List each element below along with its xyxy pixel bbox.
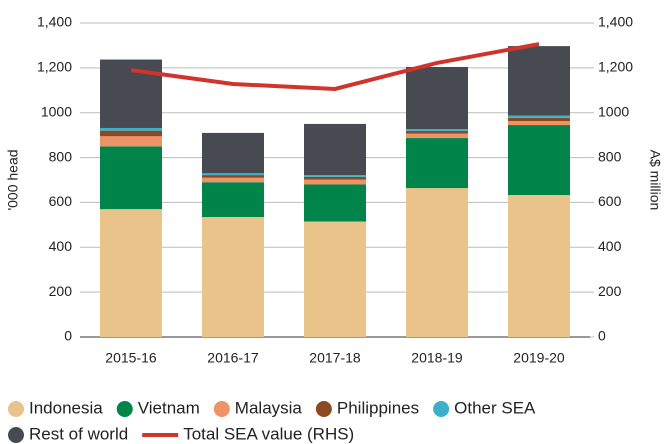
bar-segment	[508, 121, 570, 126]
legend-label: Other SEA	[454, 398, 536, 417]
x-tick-label: 2017-18	[309, 350, 361, 366]
bar-segment	[100, 146, 162, 210]
bar-segment	[508, 115, 570, 118]
y-tick-label: 1,400	[37, 14, 72, 30]
legend-swatch	[116, 401, 133, 417]
bar-segment	[202, 175, 264, 178]
bar-segment	[406, 138, 468, 189]
legend-label: Total SEA value (RHS)	[183, 424, 354, 443]
legend-swatch	[315, 401, 332, 417]
legend-swatch	[433, 401, 450, 417]
legend-label: Indonesia	[29, 398, 103, 417]
y2-tick-label: 400	[598, 238, 622, 254]
bar-segment	[100, 127, 162, 131]
legend-label: Rest of world	[29, 424, 128, 443]
bar-segment	[304, 221, 366, 337]
y-tick-label: 200	[49, 283, 73, 299]
bar-segment	[304, 123, 366, 176]
y2-tick-label: 1000	[598, 103, 629, 119]
y-tick-label: 600	[49, 193, 73, 209]
bar-segment	[508, 195, 570, 337]
bar-segment	[202, 177, 264, 183]
y2-tick-label: 200	[598, 283, 622, 299]
bar-segment	[202, 217, 264, 337]
legend-swatch	[8, 401, 24, 417]
bar-segment	[202, 173, 264, 176]
bar-segment	[202, 182, 264, 218]
x-tick-label: 2019-20	[513, 350, 565, 366]
x-tick-label: 2016-17	[207, 350, 259, 366]
legend-swatch	[8, 427, 24, 443]
bar-segment	[304, 184, 366, 222]
bar-segment	[406, 129, 468, 131]
legend-label: Philippines	[337, 398, 419, 417]
legend-label: Malaysia	[235, 398, 303, 417]
y2-tick-label: 1,200	[598, 59, 633, 75]
bar-segment	[100, 59, 162, 128]
bar-segment	[406, 66, 468, 130]
y-tick-label: 400	[49, 238, 73, 254]
x-tick-label: 2015-16	[105, 350, 157, 366]
bar-segment	[508, 117, 570, 122]
bar-segment	[508, 125, 570, 196]
y2-tick-label: 800	[598, 148, 622, 164]
bar-segment	[508, 46, 570, 116]
bar-segment	[100, 136, 162, 147]
y-tick-label: 0	[64, 328, 72, 344]
y-axis-label: '000 head	[5, 149, 21, 210]
y2-axis-label: A$ million	[647, 150, 663, 211]
bar-segment	[406, 133, 468, 139]
legend-label: Vietnam	[138, 398, 200, 417]
x-tick-label: 2018-19	[411, 350, 463, 366]
bar-segment	[304, 179, 366, 185]
line-series	[130, 42, 540, 91]
bar-segment	[406, 188, 468, 337]
bar-segment	[100, 209, 162, 337]
y-tick-label: 1000	[41, 103, 72, 119]
y2-tick-label: 1,400	[598, 14, 633, 30]
bar-segment	[304, 176, 366, 180]
bar-segment	[304, 175, 366, 177]
y-tick-label: 1,200	[37, 59, 72, 75]
y-tick-label: 800	[49, 148, 73, 164]
bar-segment	[406, 130, 468, 134]
bar-segment	[202, 132, 264, 174]
bar-segment	[100, 130, 162, 137]
legend-swatch	[213, 401, 230, 417]
y2-tick-label: 0	[598, 328, 606, 344]
y2-tick-label: 600	[598, 193, 622, 209]
